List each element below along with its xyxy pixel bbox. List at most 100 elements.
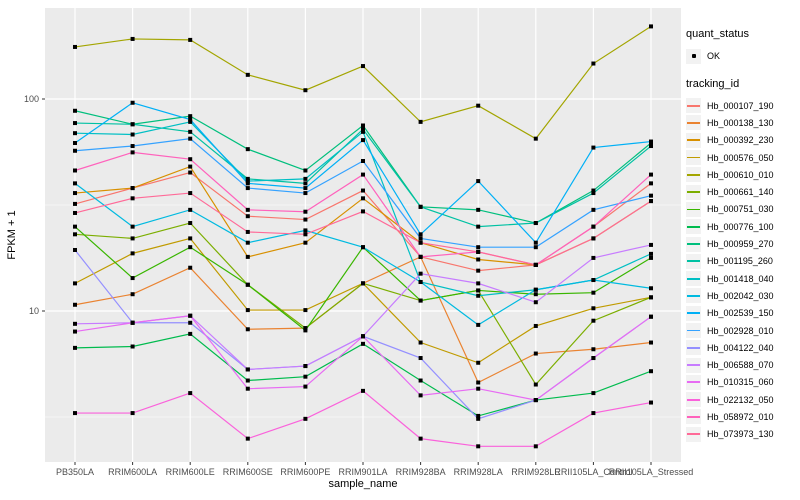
data-point-Hb_000138_130 (130, 292, 135, 297)
legend-item-label: Hb_002042_030 (707, 290, 774, 301)
data-point-Hb_000661_140 (73, 232, 77, 237)
data-point-Hb_022132_050 (533, 444, 538, 449)
legend-key-box (686, 236, 701, 252)
data-point-Hb_000576_050 (418, 340, 423, 345)
data-point-Hb_002539_150 (303, 186, 308, 191)
data-point-Hb_000959_270 (245, 147, 250, 152)
data-point-Hb_058972_010 (188, 157, 193, 162)
legend-item-Hb_010315_060: Hb_010315_060 (686, 374, 798, 391)
legend-key-box (686, 201, 701, 217)
data-point-Hb_000610_010 (476, 103, 481, 108)
data-point-Hb_000959_270 (303, 168, 308, 173)
data-point-Hb_000610_010 (361, 64, 365, 69)
legend-item-Hb_002042_030: Hb_002042_030 (686, 287, 798, 304)
data-point-Hb_073973_130 (130, 196, 135, 201)
data-point-Hb_000959_270 (73, 108, 77, 113)
data-point-Hb_000661_140 (591, 318, 596, 323)
y-axis-title: FPKM + 1 (6, 210, 18, 259)
data-point-Hb_010315_060 (130, 320, 135, 325)
data-point-Hb_002539_150 (73, 141, 77, 146)
legend-key-box (686, 357, 701, 373)
data-point-Hb_000776_100 (649, 369, 653, 374)
data-point-Hb_001195_260 (303, 181, 308, 186)
data-point-Hb_002042_030 (303, 228, 308, 233)
legend-item-label: Hb_000661_140 (707, 187, 774, 198)
data-point-Hb_000392_230 (245, 254, 250, 259)
data-point-Hb_000776_100 (73, 345, 77, 350)
legend-item-Hb_058972_010: Hb_058972_010 (686, 408, 798, 425)
legend-item-label: Hb_000959_270 (707, 239, 774, 250)
y-tick-label: 100 (24, 94, 39, 104)
data-point-Hb_000392_230 (361, 196, 365, 201)
data-point-Hb_000610_010 (533, 136, 538, 141)
data-point-Hb_000576_050 (245, 308, 250, 313)
legend-key-box (686, 219, 701, 235)
data-point-Hb_000138_130 (245, 327, 250, 332)
x-tick-label: PB350LA (56, 467, 94, 477)
legend-key-box (686, 323, 701, 338)
legend-item-label: Hb_010315_060 (707, 377, 774, 388)
data-point-Hb_000959_270 (188, 114, 193, 119)
data-point-Hb_000107_190 (476, 268, 481, 273)
data-point-Hb_010315_060 (418, 393, 423, 398)
data-point-Hb_000576_050 (188, 236, 193, 241)
data-point-Hb_002539_150 (476, 179, 481, 184)
legend-item-label: Hb_000776_100 (707, 221, 774, 232)
data-point-Hb_000661_140 (361, 281, 365, 286)
data-point-Hb_001195_260 (533, 221, 538, 226)
data-point-Hb_002928_010 (73, 148, 77, 153)
data-point-Hb_002928_010 (188, 136, 193, 141)
data-point-Hb_073973_130 (245, 229, 250, 234)
data-point-Hb_002539_150 (245, 181, 250, 186)
data-point-Hb_006588_070 (73, 321, 77, 326)
legend-item-Hb_002928_010: Hb_002928_010 (686, 322, 798, 339)
data-point-Hb_000107_190 (245, 214, 250, 219)
legend-item-label: Hb_058972_010 (707, 411, 774, 422)
legend-tracking-title: tracking_id (686, 78, 740, 90)
data-point-Hb_073973_130 (303, 232, 308, 237)
data-point-Hb_000959_270 (591, 188, 596, 193)
data-point-Hb_000661_140 (130, 236, 135, 241)
data-point-Hb_000959_270 (361, 123, 365, 128)
data-point-Hb_000661_140 (303, 326, 308, 331)
data-point-Hb_000138_130 (591, 347, 596, 352)
x-tick-label: RRIM600SE (223, 467, 273, 477)
data-point-Hb_002928_010 (591, 207, 596, 212)
data-point-Hb_000610_010 (130, 36, 135, 41)
data-point-Hb_001418_040 (245, 179, 250, 184)
data-point-Hb_000107_190 (188, 170, 193, 175)
legend-key-line (687, 122, 700, 124)
x-tick-label: RRIM600LE (166, 467, 215, 477)
legend-key-box (686, 392, 701, 408)
data-point-Hb_000138_130 (73, 302, 77, 307)
legend-key-box (686, 374, 701, 390)
legend-item-label: Hb_001418_040 (707, 273, 774, 284)
x-tick-label: RRIM928LA (454, 467, 503, 477)
data-point-Hb_073973_130 (361, 209, 365, 214)
legend-key-line (687, 433, 700, 436)
data-point-Hb_001195_260 (418, 204, 423, 209)
data-point-Hb_000576_050 (73, 281, 77, 286)
legend-key-box (686, 271, 701, 287)
legend-item-Hb_001195_260: Hb_001195_260 (686, 253, 798, 270)
data-point-Hb_000610_010 (418, 119, 423, 124)
data-point-Hb_001418_040 (188, 119, 193, 124)
data-point-Hb_010315_060 (591, 356, 596, 361)
data-point-Hb_002928_010 (418, 236, 423, 241)
legend-key-line (687, 173, 700, 176)
legend-item-label: Hb_002928_010 (707, 325, 774, 336)
data-point-Hb_002928_010 (303, 191, 308, 196)
legend-key-line (687, 329, 700, 332)
data-point-Hb_000751_030 (418, 298, 423, 303)
data-point-Hb_022132_050 (245, 436, 250, 441)
legend-item-Hb_006588_070: Hb_006588_070 (686, 356, 798, 373)
data-point-Hb_058972_010 (245, 207, 250, 212)
data-point-Hb_000776_100 (591, 391, 596, 396)
data-point-Hb_010315_060 (533, 398, 538, 403)
data-point-Hb_000107_190 (73, 201, 77, 206)
data-point-Hb_002042_030 (476, 322, 481, 327)
data-point-Hb_000776_100 (188, 331, 193, 336)
data-point-Hb_001195_260 (188, 129, 193, 134)
data-point-Hb_001195_260 (591, 191, 596, 196)
